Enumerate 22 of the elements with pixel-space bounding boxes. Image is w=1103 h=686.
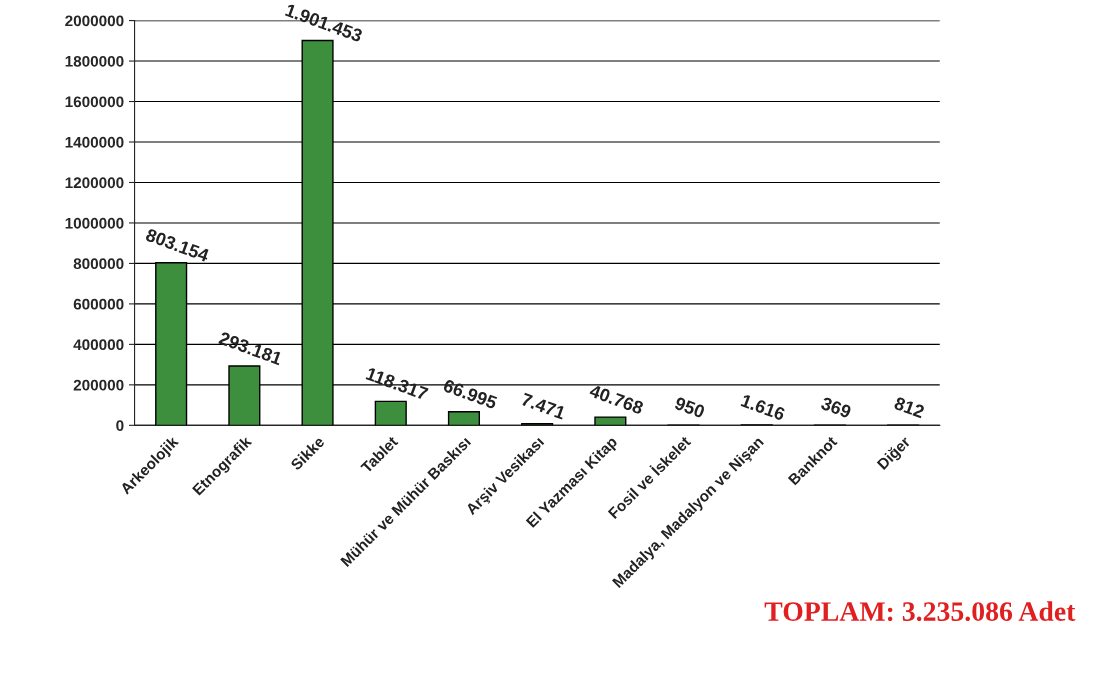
- data-label: 812: [893, 396, 925, 419]
- y-tick-label: 800000: [73, 258, 124, 270]
- bar: [374, 400, 407, 426]
- y-tick-label: 1600000: [65, 96, 124, 108]
- data-label: 66.995: [442, 378, 498, 410]
- y-tick-label: 1200000: [65, 177, 124, 189]
- data-label: 1.616: [740, 393, 786, 421]
- data-label: 7.471: [520, 392, 567, 420]
- data-label: 40.768: [588, 384, 645, 415]
- data-label: 369: [820, 396, 852, 419]
- y-tick-label: 1800000: [65, 55, 124, 67]
- y-tick-label: 2000000: [65, 15, 124, 27]
- data-label: 950: [673, 396, 706, 419]
- y-tick-label: 0: [116, 420, 124, 432]
- text: TOPLAM: 3.235.086 Adet: [764, 601, 1076, 622]
- y-tick-label: 600000: [73, 298, 124, 310]
- y-tick-label: 400000: [73, 339, 124, 351]
- y-tick-label: 1000000: [65, 217, 124, 229]
- bar: [594, 416, 627, 426]
- y-tick-label: 1400000: [65, 136, 124, 148]
- bar: [447, 411, 481, 426]
- y-tick-label: 200000: [73, 379, 124, 391]
